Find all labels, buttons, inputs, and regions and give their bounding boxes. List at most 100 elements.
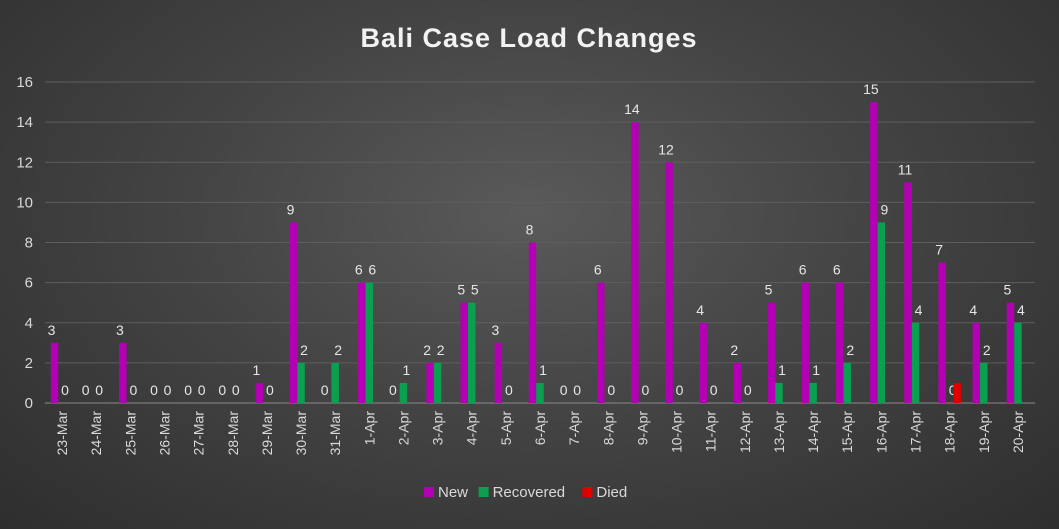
y-tick-label: 14: [16, 114, 33, 131]
x-tick-label: 7-Apr: [566, 411, 582, 446]
y-tick-label: 12: [16, 154, 33, 171]
data-label-recovered: 2: [334, 342, 342, 358]
x-tick-label: 6-Apr: [532, 411, 548, 446]
data-label-recovered: 0: [61, 382, 69, 398]
bar-recovered: [877, 222, 886, 403]
bar-new: [972, 322, 981, 403]
bar-recovered: [809, 382, 817, 403]
data-label-new: 7: [935, 242, 943, 258]
bar-recovered: [775, 382, 783, 403]
data-label-recovered: 0: [505, 382, 513, 398]
bar-recovered: [467, 302, 476, 403]
data-label-new: 2: [423, 342, 431, 358]
data-label-recovered: 2: [983, 342, 991, 358]
data-label-new: 8: [526, 222, 534, 238]
x-tick-label: 26-Mar: [156, 411, 172, 456]
data-label-new: 15: [863, 81, 879, 97]
data-label-recovered: 5: [471, 282, 479, 298]
x-tick-label: 15-Apr: [839, 411, 855, 453]
x-tick-label: 28-Mar: [225, 411, 241, 456]
x-tick-label: 3-Apr: [430, 411, 446, 446]
x-tick-label: 29-Mar: [259, 411, 275, 456]
data-label-recovered: 0: [266, 382, 274, 398]
data-label-recovered: 2: [300, 342, 308, 358]
data-label-new: 3: [491, 322, 499, 338]
bar-recovered: [843, 362, 851, 403]
y-tick-label: 16: [16, 74, 33, 91]
bar-new: [289, 222, 298, 403]
x-tick-label: 16-Apr: [873, 411, 889, 453]
x-tick-label: 8-Apr: [600, 411, 616, 446]
data-label-recovered: 0: [164, 382, 172, 398]
bar-new: [904, 182, 912, 403]
bar-new: [358, 282, 366, 403]
x-tick-label: 5-Apr: [498, 411, 514, 446]
x-tick-label: 14-Apr: [805, 411, 821, 453]
x-tick-label: 24-Mar: [88, 411, 104, 456]
y-tick-label: 10: [16, 194, 33, 211]
data-label-new: 0: [560, 382, 568, 398]
bar-new: [255, 382, 264, 403]
data-label-recovered: 4: [915, 302, 923, 318]
x-tick-label: 12-Apr: [737, 411, 753, 453]
x-tick-label: 23-Mar: [54, 411, 70, 456]
bar-new: [699, 322, 707, 403]
bar-recovered: [331, 362, 339, 403]
bar-new: [870, 102, 878, 403]
x-tick-label: 25-Mar: [122, 411, 138, 456]
y-tick-label: 6: [25, 275, 33, 292]
x-tick-label: 10-Apr: [669, 411, 685, 453]
data-label-recovered: 0: [95, 382, 103, 398]
data-label-recovered: 1: [812, 362, 820, 378]
data-label-new: 11: [898, 161, 913, 177]
x-tick-label: 31-Mar: [327, 411, 343, 456]
data-label-recovered: 0: [232, 382, 240, 398]
x-tick-label: 19-Apr: [976, 411, 992, 453]
data-label-recovered: 4: [1017, 302, 1025, 318]
x-tick-label: 1-Apr: [361, 411, 377, 446]
x-tick-label: 11-Apr: [703, 411, 719, 452]
data-label-recovered: 0: [573, 382, 581, 398]
x-tick-label: 17-Apr: [908, 411, 924, 453]
data-label-recovered: 0: [676, 382, 684, 398]
x-tick-label: 4-Apr: [464, 411, 480, 446]
legend-swatch-died: [582, 487, 593, 497]
bar-new: [50, 342, 59, 403]
x-tick-label: 30-Mar: [293, 411, 309, 456]
data-label-recovered: 0: [710, 382, 718, 398]
data-label-new: 12: [658, 141, 674, 157]
legend-label-recovered: Recovered: [493, 484, 566, 501]
data-label-new: 5: [1004, 282, 1012, 298]
y-tick-label: 2: [25, 355, 33, 372]
data-label-new: 6: [799, 262, 807, 278]
y-tick-label: 0: [25, 395, 33, 412]
data-label-new: 9: [287, 201, 295, 217]
data-label-recovered: 0: [744, 382, 752, 398]
data-label-new: 0: [321, 382, 329, 398]
data-label-recovered: 6: [368, 262, 376, 278]
data-label-new: 6: [833, 262, 841, 278]
bar-recovered: [433, 362, 442, 403]
data-label-recovered: 0: [949, 382, 957, 398]
data-label-recovered: 0: [607, 382, 615, 398]
bar-recovered: [911, 322, 920, 403]
data-label-new: 0: [218, 382, 226, 398]
data-label-new: 5: [765, 282, 773, 298]
data-label-new: 0: [389, 382, 397, 398]
x-tick-label: 20-Apr: [1010, 411, 1026, 453]
bar-new: [665, 162, 673, 403]
data-label-new: 2: [730, 342, 738, 358]
x-tick-label: 18-Apr: [942, 411, 958, 453]
bar-new: [733, 362, 742, 403]
data-label-recovered: 0: [198, 382, 206, 398]
data-label-new: 5: [457, 282, 465, 298]
bar-new: [801, 282, 810, 403]
bar-recovered: [980, 362, 988, 403]
data-label-new: 3: [48, 322, 56, 338]
data-label-recovered: 0: [642, 382, 650, 398]
data-label-new: 6: [355, 262, 363, 278]
bar-recovered: [297, 362, 305, 403]
bar-recovered: [399, 382, 408, 403]
